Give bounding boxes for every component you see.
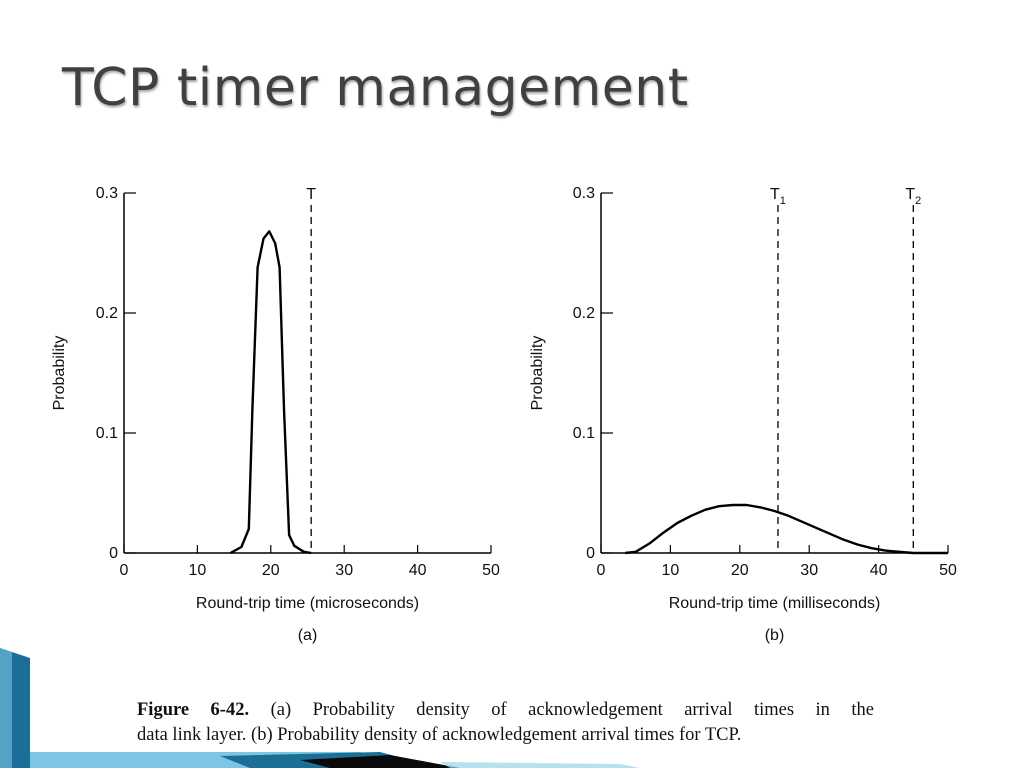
slide-title: TCP timer management xyxy=(62,58,689,118)
threshold-label: T2 xyxy=(905,186,921,207)
x-tick-label: 20 xyxy=(262,562,280,579)
caption-label: Figure 6-42. xyxy=(137,700,250,720)
x-tick-label: 0 xyxy=(597,562,606,579)
x-tick-label: 50 xyxy=(939,562,957,579)
caption-text-1: (a) Probability density of acknowledgeme… xyxy=(270,700,874,720)
panel-label: (b) xyxy=(765,627,785,644)
threshold-label: T1 xyxy=(770,186,786,207)
y-tick-label: 0.3 xyxy=(573,185,595,202)
y-tick-label: 0.2 xyxy=(96,305,118,322)
x-tick-label: 40 xyxy=(870,562,888,579)
panel-label: (a) xyxy=(298,627,318,644)
x-tick-label: 30 xyxy=(800,562,818,579)
y-tick-label: 0.3 xyxy=(96,185,118,202)
x-axis-title: Round-trip time (microseconds) xyxy=(196,595,419,612)
y-tick-label: 0.1 xyxy=(573,425,595,442)
x-tick-label: 10 xyxy=(662,562,680,579)
y-tick-label: 0.1 xyxy=(96,425,118,442)
x-tick-label: 10 xyxy=(189,562,207,579)
x-tick-label: 40 xyxy=(409,562,427,579)
x-tick-label: 30 xyxy=(335,562,353,579)
figure-caption: Figure 6-42. (a) Probability density of … xyxy=(137,698,874,748)
y-tick-label: 0.2 xyxy=(573,305,595,322)
threshold-label: T xyxy=(306,186,316,203)
caption-line-1: Figure 6-42. (a) Probability density of … xyxy=(137,698,874,723)
y-axis-title: Probability xyxy=(529,336,546,411)
density-curve xyxy=(229,230,312,555)
y-axis-title: Probability xyxy=(51,336,68,411)
x-tick-label: 50 xyxy=(482,562,500,579)
x-tick-label: 20 xyxy=(731,562,749,579)
caption-text-2: data link layer. (b) Probability density… xyxy=(137,725,742,745)
figure-charts: 0 10 20 30 40 50 0 0.1 0.2 0.3 T Round-trip time (m… xyxy=(51,185,957,644)
y-tick-label: 0 xyxy=(109,545,118,562)
y-tick-label: 0 xyxy=(586,545,595,562)
density-curve xyxy=(625,503,948,555)
x-axis-title: Round-trip time (milliseconds) xyxy=(669,595,881,612)
x-tick-label: 0 xyxy=(120,562,129,579)
